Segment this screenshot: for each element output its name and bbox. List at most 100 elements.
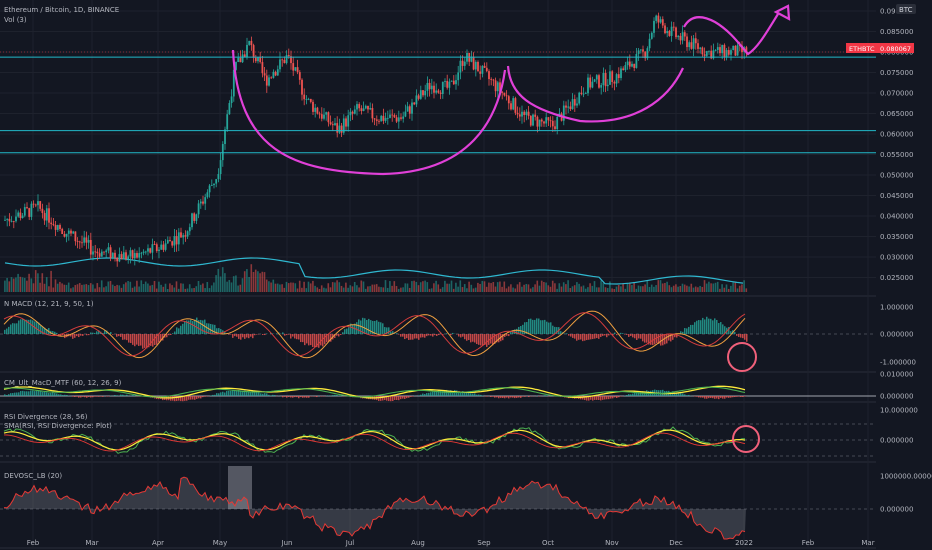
volume-bar — [67, 282, 70, 292]
macd-histogram-bar — [388, 327, 390, 334]
time-tick: 2022 — [735, 539, 753, 547]
volume-bar — [670, 287, 673, 292]
volume-bar — [496, 282, 499, 292]
candle-body — [226, 114, 229, 130]
candle-body — [103, 251, 105, 253]
rsi-circle[interactable] — [732, 425, 760, 453]
cm-histogram-bar — [82, 396, 84, 397]
handle-arc[interactable] — [683, 13, 779, 56]
macd-histogram-bar — [28, 319, 30, 334]
volume-bar — [620, 286, 622, 292]
macd-histogram-bar — [236, 334, 238, 337]
candle-body — [305, 99, 308, 100]
cup-left-arc[interactable] — [231, 49, 507, 176]
volume-bar — [237, 285, 239, 292]
volume-bar — [639, 286, 642, 292]
cm-histogram-bar — [640, 392, 642, 396]
volume-bar — [675, 284, 677, 292]
candle-body — [402, 116, 405, 119]
macd-histogram-bar — [378, 321, 380, 334]
macd-histogram-bar — [498, 334, 500, 343]
volume-bar — [120, 287, 123, 292]
annotations[interactable] — [231, 4, 791, 453]
currency-badge[interactable] — [896, 4, 916, 14]
volume-bar — [686, 285, 688, 292]
volume-bar — [166, 288, 169, 292]
macd-histogram-bar — [124, 334, 126, 340]
cm-histogram-bar — [704, 396, 706, 399]
macd-histogram-bar — [516, 328, 518, 334]
symbol-tag[interactable] — [846, 43, 878, 53]
macd-histogram-bar — [308, 334, 310, 346]
macd-histogram-bar — [62, 334, 64, 336]
macd-histogram-bar — [396, 333, 398, 334]
volume-bar — [30, 278, 33, 292]
candle-body — [633, 63, 636, 68]
candle-body — [571, 99, 574, 110]
cm-histogram-bar — [236, 390, 238, 396]
volume-bar — [547, 285, 550, 292]
macd-histogram-bar — [356, 322, 358, 334]
cm-histogram-bar — [600, 396, 602, 401]
macd-histogram-bar — [302, 334, 304, 343]
macd-histogram-bar — [614, 332, 616, 334]
volume-bar — [441, 287, 444, 292]
volume-bar — [402, 287, 404, 292]
volume-bar — [375, 284, 378, 292]
candle-body — [349, 111, 352, 116]
volume-bar — [556, 288, 558, 292]
candle-body — [100, 251, 103, 257]
candle-body — [307, 98, 310, 100]
volume-bar — [250, 264, 253, 292]
rsi-tick: 0.000000 — [880, 437, 913, 445]
candle-body — [391, 114, 394, 116]
macd-histogram-bar — [744, 334, 746, 340]
cm-histogram-bar — [380, 396, 382, 401]
price-tick: 0.025000 — [880, 274, 913, 282]
volume-bar — [637, 285, 640, 292]
macd-histogram-bar — [256, 334, 258, 335]
cm-histogram-bar — [292, 396, 294, 398]
macd-histogram-bar — [446, 333, 448, 334]
price-tick: 0.070000 — [880, 90, 913, 98]
volume-bar — [213, 282, 215, 292]
candle-body — [136, 253, 138, 258]
cup-right-arc[interactable] — [506, 65, 684, 123]
cm-histogram-bar — [606, 396, 608, 400]
target-arrow-head[interactable] — [773, 4, 791, 21]
volume-bar — [347, 287, 349, 292]
macd-histogram-bar — [320, 334, 322, 346]
candle-body — [367, 105, 369, 110]
macd-circle[interactable] — [727, 342, 757, 372]
macd-histogram-bar — [466, 334, 468, 341]
candle-body — [81, 242, 83, 244]
macd-histogram-bar — [714, 318, 716, 334]
cm-histogram-bar — [604, 396, 606, 400]
macd-histogram-bar — [370, 320, 372, 334]
symbol-price-value: 0.080067 — [880, 45, 911, 53]
candle-body — [45, 208, 48, 221]
candle-body — [617, 74, 620, 79]
cm-histogram-bar — [98, 396, 100, 397]
cm-histogram-bar — [218, 393, 220, 396]
macd-histogram-bar — [372, 320, 374, 334]
volume-bar — [463, 284, 466, 292]
macd-histogram-bar — [472, 334, 474, 342]
candle-body — [626, 61, 629, 66]
macd-histogram-bar — [176, 327, 178, 334]
cm-histogram-bar — [516, 396, 518, 398]
cm-histogram-bar — [230, 390, 232, 396]
macd-histogram-bar — [146, 334, 148, 349]
macd-histogram-bar — [52, 331, 54, 334]
volume-bar — [50, 270, 52, 292]
volume-bar — [268, 281, 270, 292]
volume-bar — [303, 281, 305, 292]
dev-label: DEVOSC_LB (20) — [4, 472, 62, 480]
candle-body — [419, 90, 422, 99]
cm-histogram-bar — [308, 396, 310, 398]
candle-body — [433, 85, 435, 93]
cm-histogram-bar — [714, 396, 716, 399]
volume-bar — [382, 287, 385, 292]
cm-histogram-bar — [732, 396, 734, 398]
